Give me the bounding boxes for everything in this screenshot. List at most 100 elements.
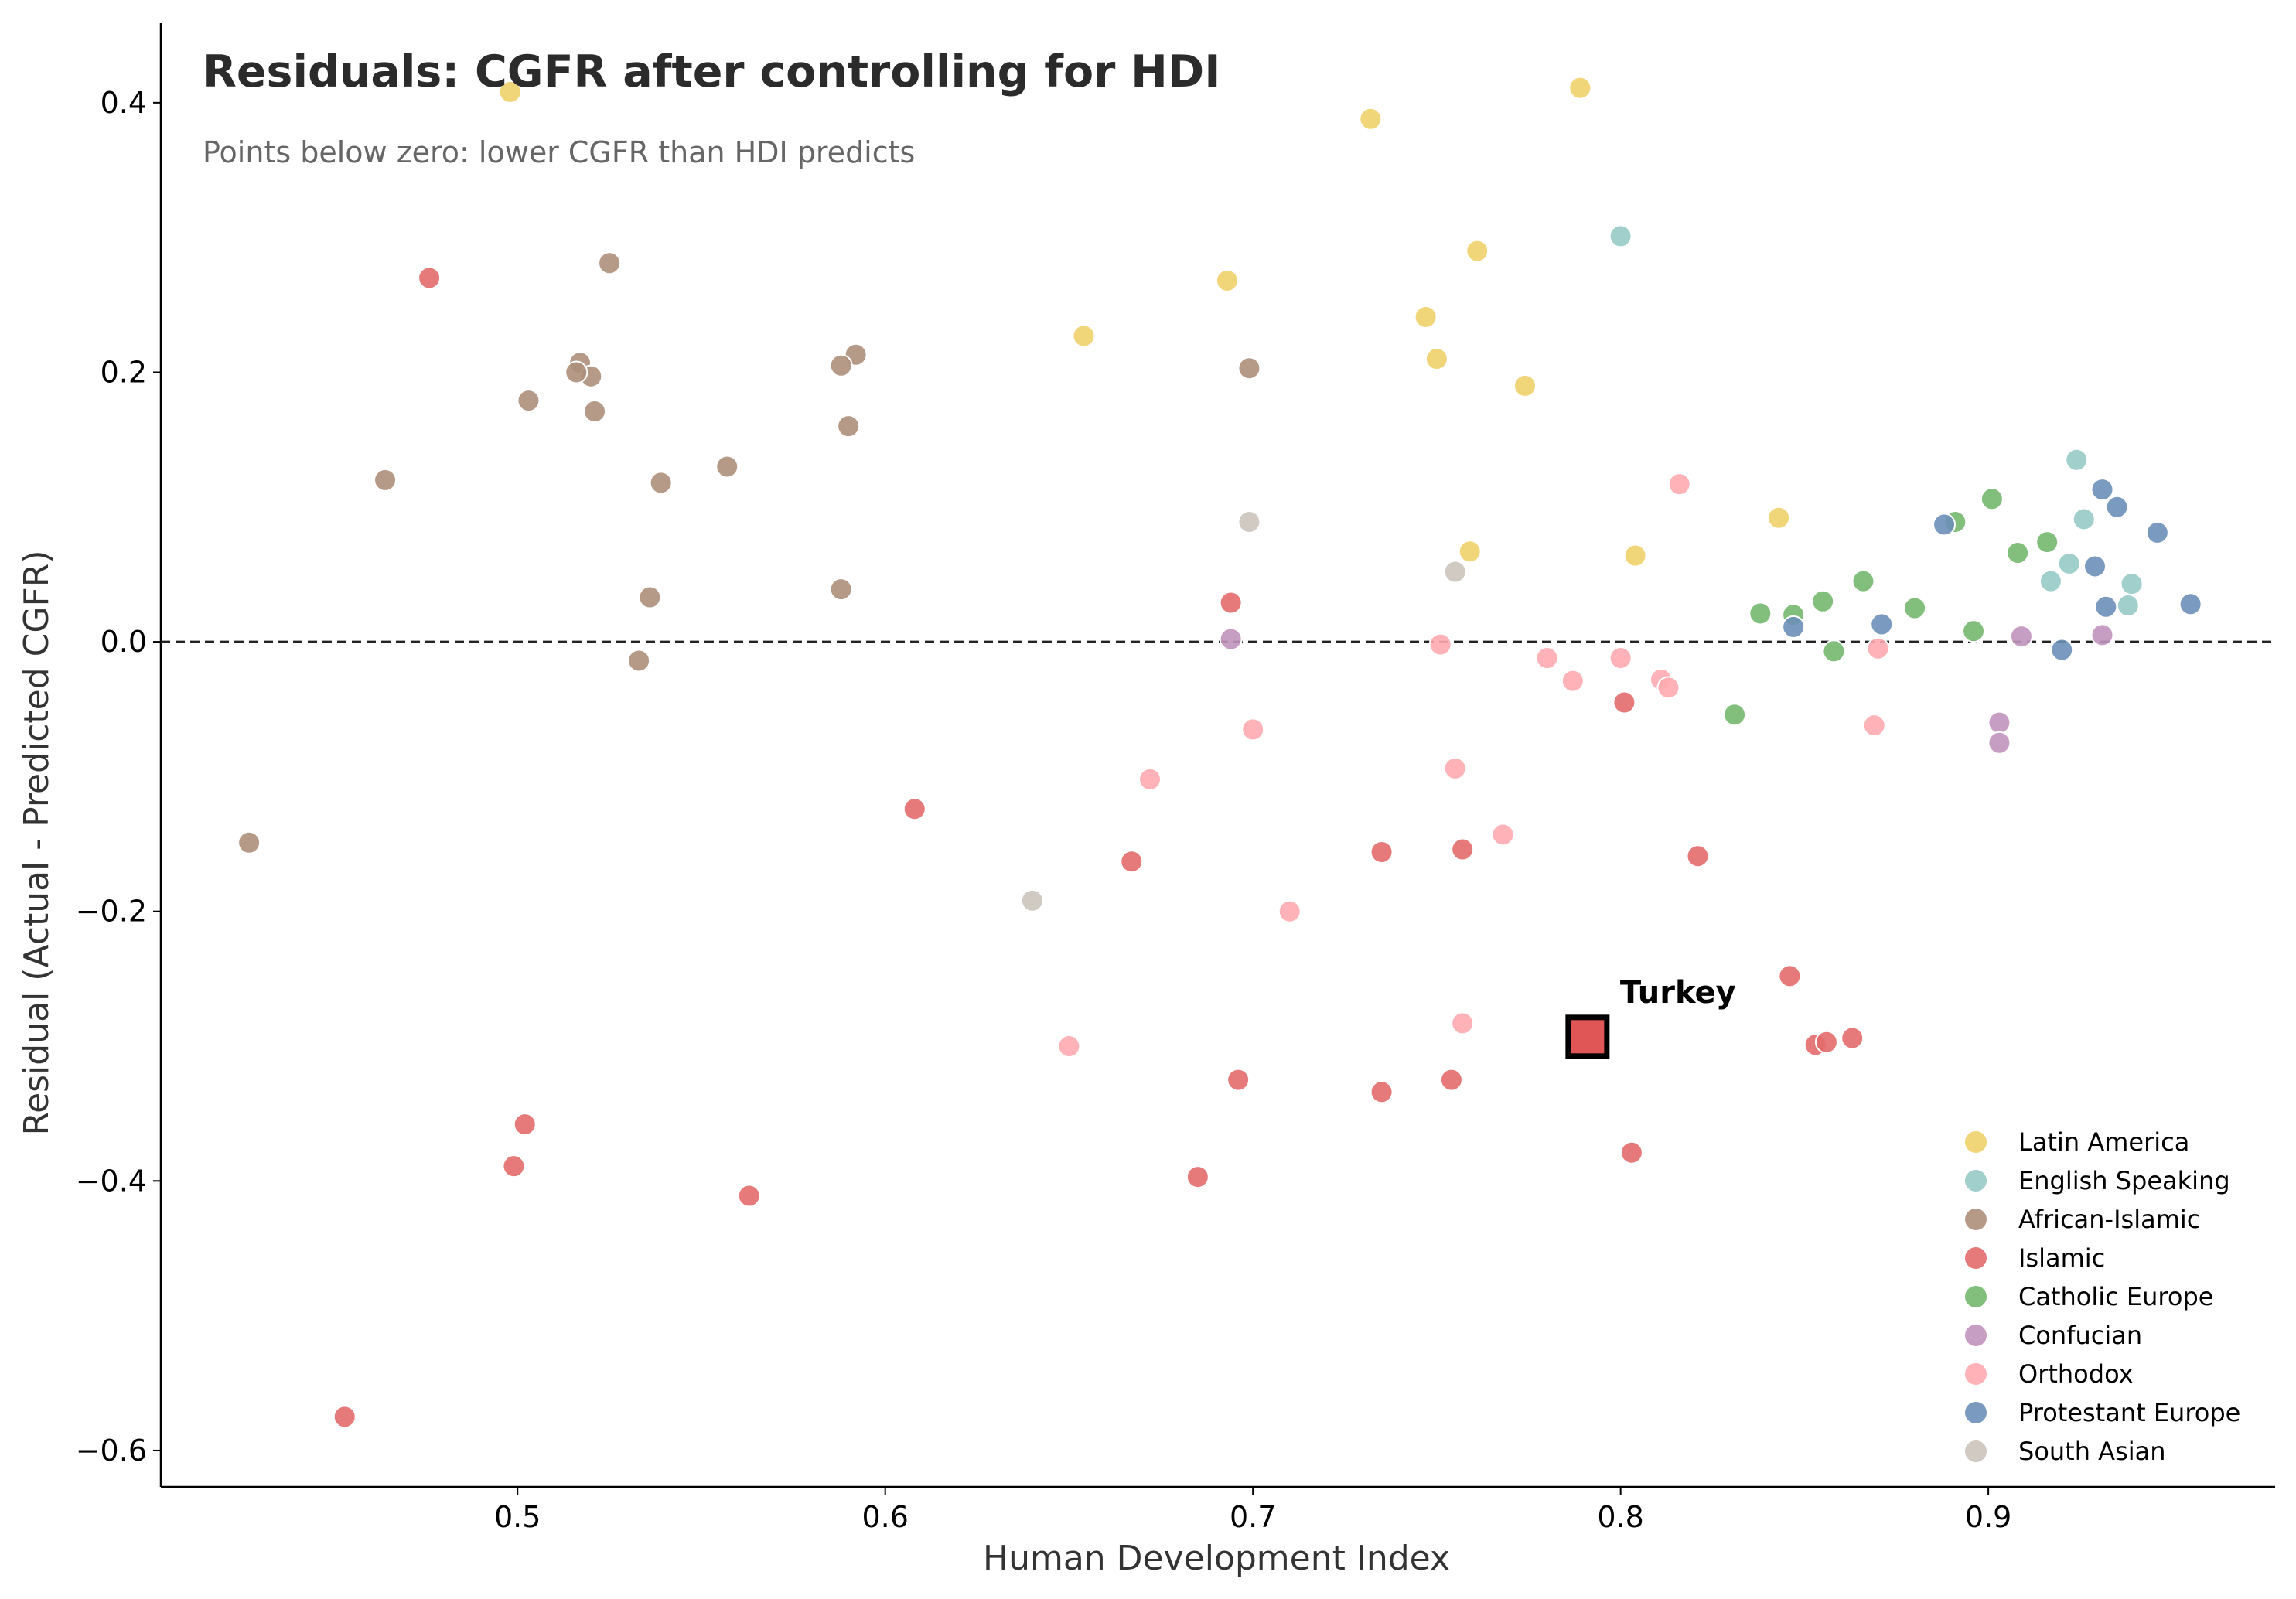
data-point [2057, 551, 2081, 575]
data-point [1237, 356, 1261, 380]
data-point [1623, 544, 1647, 568]
data-point [1782, 615, 1806, 639]
data-point [1778, 964, 1802, 988]
data-point [1465, 239, 1489, 263]
x-tick-label: 0.8 [1597, 1500, 1643, 1534]
data-point [1609, 224, 1632, 248]
legend-marker [1963, 1130, 1988, 1154]
legend-marker [1963, 1168, 1988, 1193]
data-point [1424, 347, 1448, 371]
data-point [829, 578, 853, 602]
y-tick-label: −0.2 [76, 895, 147, 929]
data-point [1568, 76, 1592, 100]
chart-subtitle: Points below zero: lower CGFR than HDI p… [203, 135, 915, 169]
data-point [1370, 1080, 1394, 1104]
data-point [1359, 107, 1383, 131]
data-point [1870, 612, 1894, 636]
data-point [2116, 594, 2140, 618]
legend-marker [1963, 1323, 1988, 1348]
legend-label: Islamic [2018, 1243, 2105, 1273]
data-point [1513, 373, 1537, 397]
data-point [1443, 560, 1467, 584]
x-tick-label: 0.7 [1230, 1500, 1276, 1534]
x-tick-label: 0.6 [861, 1500, 908, 1534]
data-point [1451, 1011, 1475, 1035]
data-point [2035, 530, 2059, 554]
data-point [1686, 844, 1710, 868]
data-point [2009, 625, 2033, 649]
legend: Latin America English Speaking African-Isl… [1963, 1127, 2240, 1466]
data-point [1609, 646, 1632, 670]
data-point [715, 455, 739, 479]
data-point [1241, 718, 1265, 742]
data-point [1219, 591, 1243, 615]
legend-marker [1963, 1246, 1988, 1270]
data-point [1822, 639, 1846, 663]
data-point [1811, 589, 1835, 613]
legend-marker [1963, 1207, 1988, 1232]
data-point [829, 353, 853, 377]
data-point [1535, 646, 1559, 670]
data-point [1414, 305, 1438, 329]
data-point [1667, 472, 1691, 496]
data-point [565, 360, 588, 384]
data-point [1980, 487, 2004, 511]
data-point [1862, 714, 1886, 738]
legend-marker [1963, 1362, 1988, 1386]
x-tick-label: 0.5 [494, 1500, 541, 1534]
data-point [902, 797, 926, 821]
legend-label: Latin America [2018, 1127, 2189, 1157]
y-axis-label: Residual (Actual - Predicted CGFR) [17, 550, 56, 1135]
data-point [1226, 1068, 1250, 1092]
data-point [1987, 711, 2011, 735]
data-point [1072, 324, 1096, 348]
data-point [2006, 541, 2030, 565]
legend-label: Orthodox [2018, 1359, 2134, 1389]
data-point [374, 468, 397, 492]
data-point [1451, 837, 1475, 861]
chart-title: Residuals: CGFR after controlling for HD… [203, 46, 1220, 97]
data-point [2050, 638, 2074, 662]
legend-label: Protestant Europe [2018, 1398, 2240, 1427]
data-point [1866, 636, 1890, 660]
data-point [2083, 554, 2107, 578]
legend-label: African-Islamic [2018, 1205, 2200, 1234]
data-point [2090, 623, 2114, 647]
highlight-point [1565, 1014, 1610, 1059]
data-point [1186, 1165, 1209, 1189]
data-point [1370, 840, 1394, 864]
data-point [583, 400, 607, 424]
data-point [1619, 1140, 1643, 1164]
data-point [2038, 569, 2062, 593]
data-point [2072, 507, 2096, 531]
y-tick-label: 0.0 [101, 625, 147, 659]
data-point [2094, 595, 2118, 619]
legend-label: Catholic Europe [2018, 1282, 2213, 1311]
data-point [1215, 268, 1239, 292]
legend-label: South Asian [2018, 1437, 2166, 1466]
legend-marker [1963, 1284, 1988, 1309]
y-tick-label: 0.4 [101, 86, 147, 120]
data-point [837, 414, 861, 438]
data-point [1962, 619, 1986, 643]
data-point [237, 830, 261, 854]
data-point [1841, 1026, 1864, 1050]
data-point [1237, 510, 1261, 534]
data-point [2145, 520, 2169, 544]
data-point [2065, 448, 2089, 472]
data-point [1219, 627, 1243, 651]
data-point [2178, 592, 2202, 616]
data-point [1428, 632, 1452, 656]
data-point [1491, 823, 1515, 847]
data-point [1020, 888, 1044, 912]
legend-label: English Speaking [2018, 1166, 2230, 1195]
data-point [627, 649, 651, 673]
data-point [1561, 669, 1585, 693]
data-point [638, 585, 662, 609]
legend-marker [1963, 1439, 1988, 1464]
data-point [1120, 850, 1144, 874]
highlight-label: Turkey [1620, 975, 1736, 1011]
data-point [1748, 602, 1772, 626]
data-point [1851, 569, 1875, 593]
